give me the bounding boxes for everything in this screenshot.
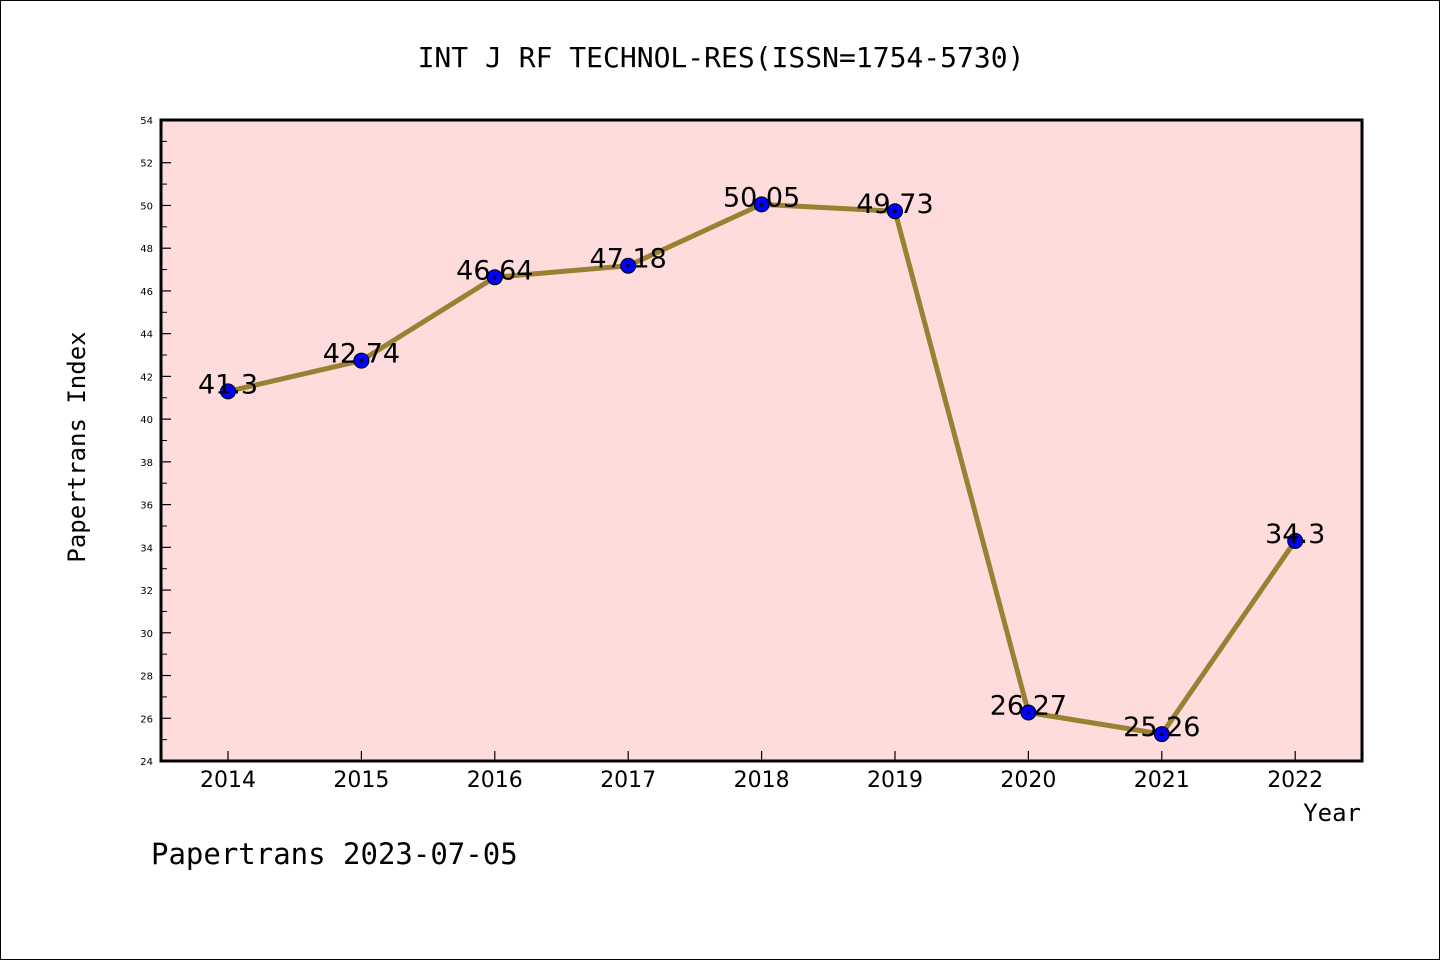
data-point <box>1287 532 1304 549</box>
data-label: 46.64 <box>456 255 533 286</box>
y-tick-label: 28 <box>140 672 153 683</box>
data-point <box>1153 726 1170 743</box>
x-tick-label: 2016 <box>467 768 523 793</box>
y-tick-label: 48 <box>140 244 153 255</box>
y-tick-label: 54 <box>140 116 153 127</box>
data-labels: 41.3 42.74 46.64 47.18 50.05 49.73 26.27 25.26 3… <box>198 182 1325 743</box>
y-tick-label: 32 <box>140 586 153 597</box>
data-label: 26.27 <box>990 690 1067 721</box>
x-axis-label: Year <box>1303 799 1361 827</box>
y-tick-label: 50 <box>140 201 153 212</box>
chart-title: INT J RF TECHNOL-RES(ISSN=1754-5730) <box>418 41 1025 74</box>
data-markers <box>220 196 1304 743</box>
data-point <box>753 196 770 213</box>
y-tick-label: 52 <box>140 159 153 170</box>
y-axis-label: Papertrans Index <box>63 331 91 562</box>
data-point <box>887 203 903 220</box>
x-tick-label: 2021 <box>1134 768 1190 793</box>
y-tick-label: 24 <box>140 757 153 768</box>
y-tick-label: 42 <box>140 372 153 383</box>
x-tick-label: 2022 <box>1267 768 1323 793</box>
x-tick-label: 2020 <box>1000 768 1056 793</box>
data-label: 41.3 <box>198 369 258 400</box>
data-label: 25.26 <box>1123 712 1200 743</box>
footer-note: Papertrans 2023-07-05 <box>151 837 518 871</box>
y-tick-label: 26 <box>140 714 153 725</box>
data-point <box>486 269 503 286</box>
data-label: 34.3 <box>1265 519 1325 550</box>
data-label: 49.73 <box>856 189 933 220</box>
x-tick-label: 2019 <box>867 768 923 793</box>
plot-area <box>161 120 1362 761</box>
data-point <box>220 383 236 400</box>
x-tick-label: 2017 <box>600 768 656 793</box>
data-label: 47.18 <box>590 244 667 275</box>
data-point <box>353 352 370 369</box>
plot-border <box>159 118 1364 763</box>
x-axis: 2014 2015 2016 2017 2018 2019 2020 2021 2022 <box>200 751 1323 793</box>
y-tick-label: 38 <box>140 458 153 469</box>
y-tick-label: 30 <box>140 629 153 640</box>
y-tick-label: 44 <box>140 330 153 341</box>
x-tick-label: 2018 <box>734 768 790 793</box>
data-point <box>1020 704 1037 721</box>
data-label: 50.05 <box>723 182 800 213</box>
y-tick-label: 36 <box>140 501 153 512</box>
y-tick-label: 34 <box>140 543 153 554</box>
x-tick-label: 2015 <box>333 768 389 793</box>
x-tick-label: 2014 <box>200 768 256 793</box>
data-point <box>620 257 637 274</box>
data-label: 42.74 <box>323 339 400 370</box>
y-axis: 24 26 28 30 32 34 36 38 40 42 44 46 48 50 52 54 <box>140 116 171 768</box>
y-tick-label: 46 <box>140 287 153 298</box>
y-tick-label: 40 <box>140 415 153 426</box>
